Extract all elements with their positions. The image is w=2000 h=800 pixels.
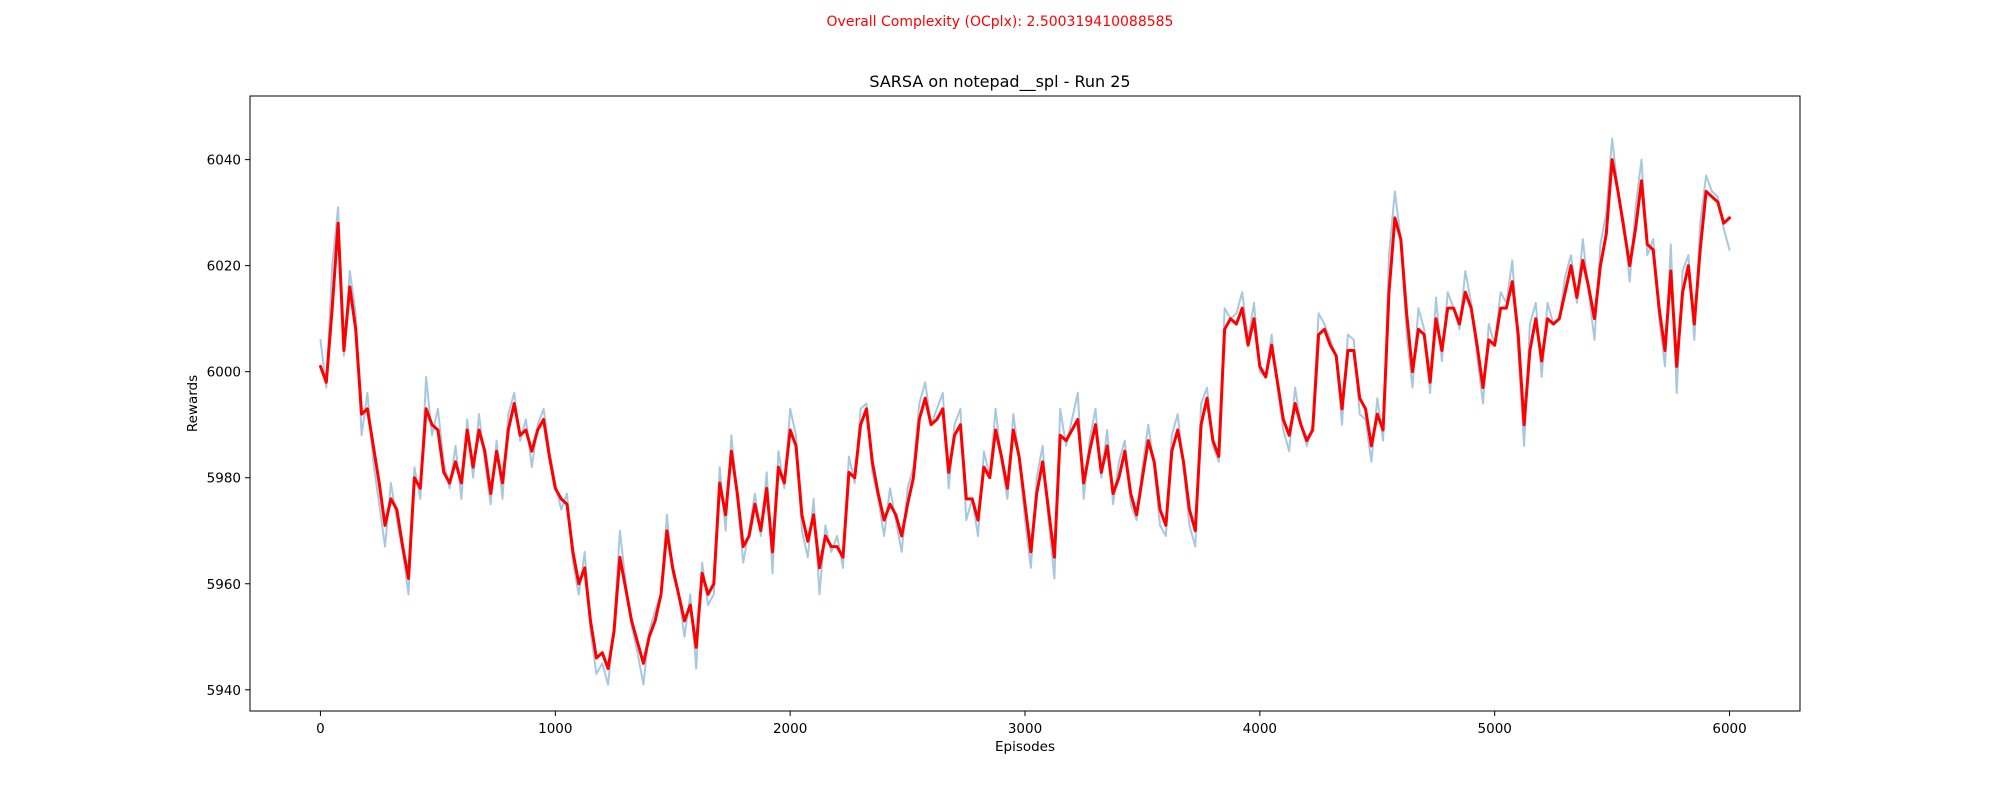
y-tick-label: 6040 bbox=[207, 153, 241, 169]
y-tick-label: 5980 bbox=[207, 471, 241, 487]
chart-title: SARSA on notepad__spl - Run 25 bbox=[869, 72, 1130, 92]
y-axis: 5940 5960 5980 6000 6020 6040 bbox=[207, 153, 250, 699]
y-tick-label: 5940 bbox=[207, 683, 241, 699]
x-axis-label: Episodes bbox=[995, 739, 1055, 755]
suptitle: Overall Complexity (OCplx): 2.5003194100… bbox=[827, 14, 1174, 30]
x-axis: 0 1000 2000 3000 4000 5000 6000 bbox=[316, 711, 1747, 737]
x-tick-label: 6000 bbox=[1712, 721, 1746, 737]
y-tick-label: 5960 bbox=[207, 577, 241, 593]
smoothed-rewards-line bbox=[319, 158, 1731, 671]
x-tick-label: 3000 bbox=[1008, 721, 1042, 737]
x-tick-label: 4000 bbox=[1243, 721, 1277, 737]
x-tick-label: 5000 bbox=[1478, 721, 1512, 737]
y-tick-label: 6020 bbox=[207, 259, 241, 275]
y-axis-label: Rewards bbox=[185, 375, 201, 432]
plot-area bbox=[319, 137, 1731, 686]
y-tick-label: 6000 bbox=[207, 365, 241, 381]
x-tick-label: 2000 bbox=[773, 721, 807, 737]
x-tick-label: 0 bbox=[316, 721, 325, 737]
series-smoothed bbox=[319, 158, 1731, 671]
x-tick-label: 1000 bbox=[538, 721, 572, 737]
